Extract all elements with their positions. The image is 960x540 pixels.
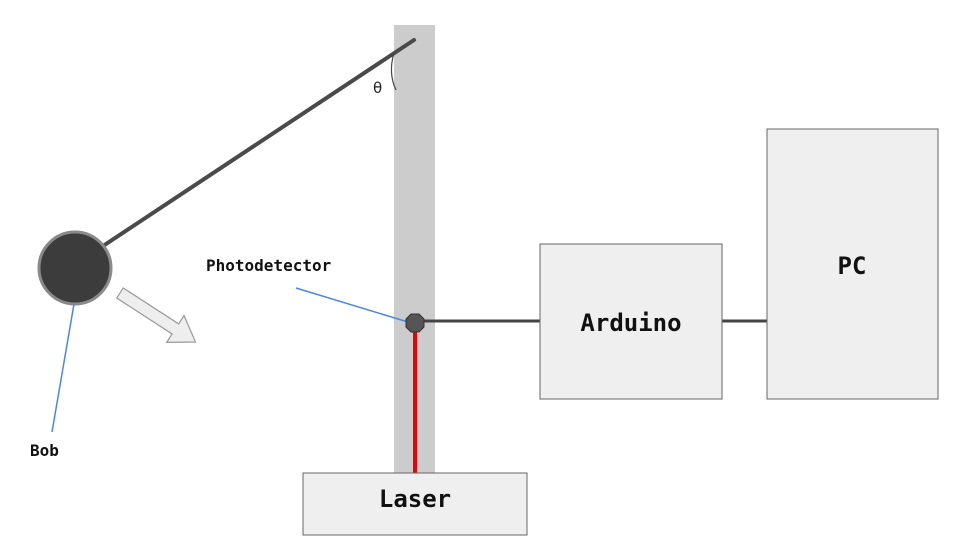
arduino-label: Arduino bbox=[580, 309, 681, 337]
pc-label: PC bbox=[838, 252, 867, 280]
photodetector-sensor bbox=[405, 313, 425, 333]
photodetector-leader-line bbox=[295, 287, 409, 323]
arduino-box bbox=[539, 243, 723, 400]
arrow-right-down-icon bbox=[115, 287, 197, 343]
bob-leader-line bbox=[51, 303, 75, 433]
angle-label: θ bbox=[373, 79, 382, 97]
laser-label: Laser bbox=[379, 485, 451, 513]
pendulum-rod bbox=[98, 38, 416, 250]
laser-box bbox=[302, 472, 528, 536]
motion-arrow-shape bbox=[115, 287, 197, 343]
angle-arc bbox=[390, 52, 397, 91]
pc-box bbox=[766, 128, 939, 400]
photodetector-label: Photodetector bbox=[206, 256, 331, 275]
pendulum-bob bbox=[37, 230, 113, 306]
bob-label: Bob bbox=[30, 441, 59, 460]
